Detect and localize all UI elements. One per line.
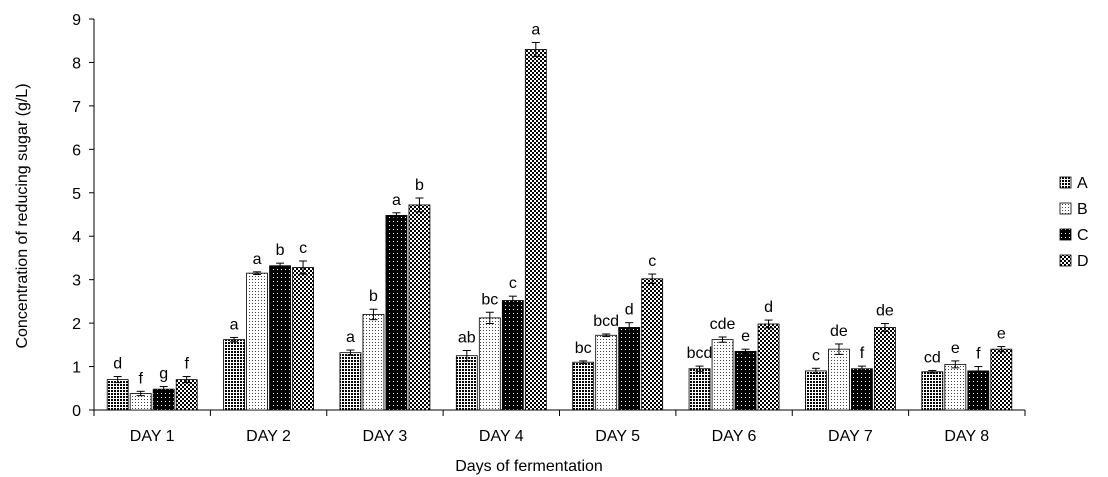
bar-b [478,317,501,411]
bar-d [175,379,198,411]
bar-c [385,214,408,411]
legend-label: D [1077,253,1089,270]
significance-label: bcd [593,313,619,330]
bar-c [152,388,175,411]
x-tick-label: DAY 6 [712,428,757,445]
significance-label: c [648,253,656,270]
y-tick-label: 7 [72,99,81,116]
significance-label: f [184,356,189,373]
significance-label: e [741,328,750,345]
significance-label: f [860,345,865,362]
x-tick-label: DAY 4 [479,428,524,445]
legend-label: B [1077,201,1088,218]
significance-label: de [830,323,848,340]
significance-label: c [509,275,517,292]
bar-a [572,361,595,411]
bar-d [408,204,431,411]
legend-swatch-c [1059,228,1072,241]
significance-label: f [976,346,981,363]
bar-a [805,370,827,411]
significance-label: d [625,302,634,319]
bar-d [524,49,547,411]
bar-c [618,327,641,411]
x-tick-label: DAY 2 [246,428,291,445]
significance-label: g [159,366,168,383]
significance-label: a [230,316,239,333]
legend-swatch-d [1059,254,1072,267]
significance-label: ab [458,329,476,346]
bar-c [967,370,990,411]
bar-c [851,368,873,411]
significance-label: a [392,192,401,209]
bar-b [944,363,967,411]
significance-label: c [812,347,820,364]
legend-label: C [1077,227,1089,244]
bar-a [455,355,478,411]
bar-a [339,352,362,411]
bar-d [292,267,314,411]
significance-label: e [951,340,960,357]
significance-label: b [415,177,424,194]
y-tick-label: 2 [72,316,81,333]
legend-swatch-b [1059,202,1072,215]
significance-label: d [113,356,122,373]
y-tick-label: 6 [72,142,81,159]
bar-c [269,265,291,411]
bar-c [734,350,757,411]
significance-label: a [346,329,355,346]
bar-c [501,300,524,411]
significance-label: bcd [687,345,713,362]
bar-b [595,334,618,411]
y-tick-label: 4 [72,229,81,246]
y-tick-label: 8 [72,55,81,72]
legend-label: A [1077,175,1088,192]
bar-a [921,371,944,411]
x-tick-label: DAY 8 [944,428,989,445]
significance-label: b [369,288,378,305]
bar-d [990,348,1013,411]
bar-b [711,339,734,411]
significance-label: d [764,299,773,316]
bar-b [362,314,385,411]
significance-label: a [531,21,540,38]
y-tick-label: 3 [72,273,81,290]
bar-b [246,272,268,411]
significance-label: bc [575,340,592,357]
x-tick-label: DAY 5 [595,428,640,445]
significance-label: cde [710,316,736,333]
legend-swatch-a [1059,176,1072,189]
x-tick-label: DAY 1 [130,428,175,445]
bar-a [223,339,245,411]
x-tick-label: DAY 7 [828,428,873,445]
significance-label: c [299,240,307,257]
significance-label: f [138,370,143,387]
significance-label: cd [924,349,941,366]
x-tick-label: DAY 3 [363,428,408,445]
significance-label: b [276,242,285,259]
y-tick-label: 1 [72,360,81,377]
bar-d [757,323,780,411]
plot-area: 0 1 2 3 4 5 6 7 8 9 DAY 1 DAY 2 DAY 3 DAY 4 DAY 5 DAY 6… [72,12,1026,445]
bar-d [641,278,664,411]
y-axis-title: Concentration of reducing sugar (g/L) [14,83,31,348]
bar-b [828,348,850,411]
y-tick-label: 0 [72,403,81,420]
bar-d [874,327,896,411]
significance-label: de [876,303,894,320]
bar-a [106,379,129,411]
y-tick-label: 9 [72,12,81,29]
significance-label: a [253,251,262,268]
significance-label: bc [481,291,498,308]
y-axis-title-group: Concentration of reducing sugar (g/L) [14,83,31,348]
x-axis-title: Days of fermentation [455,458,603,475]
y-tick-label: 5 [72,186,81,203]
significance-label: e [997,326,1006,343]
bar-a [688,368,711,411]
